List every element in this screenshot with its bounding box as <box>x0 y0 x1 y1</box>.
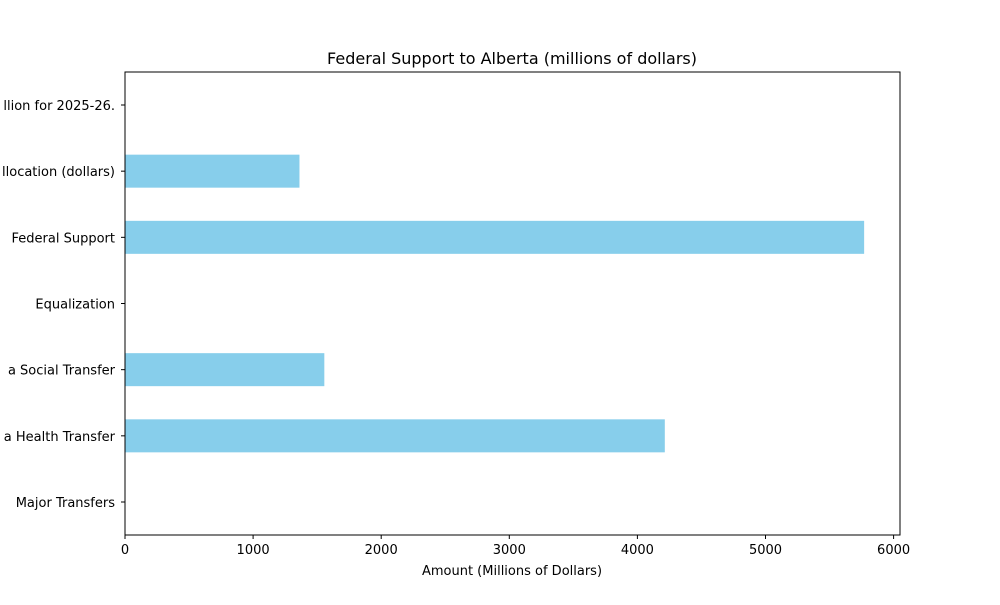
x-axis-label: Amount (Millions of Dollars) <box>422 564 602 579</box>
bar-1 <box>125 419 665 453</box>
y-tick-label-5: llocation (dollars) <box>2 165 115 180</box>
y-tick-label-3: Equalization <box>35 298 115 313</box>
bar-4 <box>125 220 865 254</box>
y-axis-ticks: Major Transfers a Health Transfer a Social… <box>2 99 125 511</box>
y-tick-label-1: a Health Transfer <box>4 430 116 445</box>
x-tick-label-2: 2000 <box>365 543 398 558</box>
x-tick-label-1: 1000 <box>237 543 270 558</box>
bar-5 <box>125 154 300 188</box>
x-tick-label-0: 0 <box>121 543 129 558</box>
y-tick-label-2: a Social Transfer <box>8 364 116 379</box>
bars-layer <box>125 154 865 453</box>
y-tick-label-0: Major Transfers <box>16 496 115 511</box>
x-tick-label-4: 4000 <box>621 543 654 558</box>
x-tick-label-5: 5000 <box>749 543 782 558</box>
chart-title: Federal Support to Alberta (millions of … <box>327 49 697 68</box>
plot-area-frame <box>124 71 901 536</box>
y-tick-label-4: Federal Support <box>12 231 115 246</box>
x-tick-label-3: 3000 <box>493 543 526 558</box>
x-tick-label-6: 6000 <box>877 543 910 558</box>
bar-2 <box>125 353 325 387</box>
x-axis-ticks: 0 1000 2000 3000 4000 5000 6000 <box>121 535 910 558</box>
y-tick-label-6: llion for 2025-26. <box>3 99 115 114</box>
